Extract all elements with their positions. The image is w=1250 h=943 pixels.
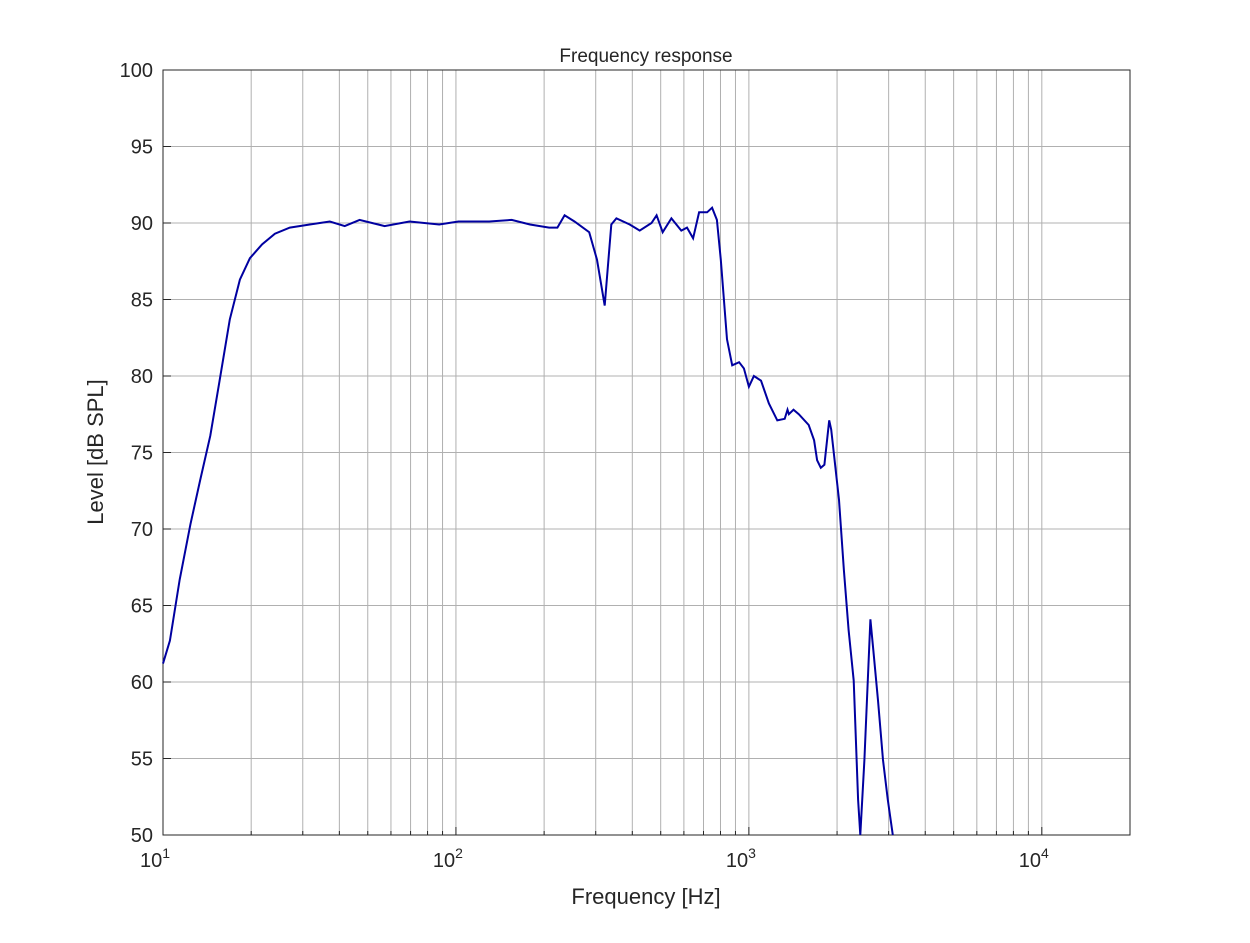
- x-tick-label: 102: [433, 845, 463, 872]
- ticks: 50 55 60 65 70 75 80 85 90 95 100 101 102 103 104: [120, 60, 1049, 872]
- y-tick-label: 80: [131, 366, 153, 388]
- y-axis-label: Level [dB SPL]: [83, 379, 108, 525]
- x-tick-label: 101: [140, 845, 170, 872]
- y-tick-label: 100: [120, 60, 153, 82]
- chart-title: Frequency response: [559, 46, 732, 67]
- y-tick-label: 75: [131, 443, 153, 465]
- y-tick-label: 60: [131, 672, 153, 694]
- y-tick-label: 95: [131, 137, 153, 159]
- x-tick-label: 104: [1019, 845, 1049, 872]
- x-axis-label: Frequency [Hz]: [571, 884, 720, 909]
- y-tick-label: 90: [131, 213, 153, 235]
- y-tick-label: 55: [131, 749, 153, 771]
- series-line: [162, 205, 894, 836]
- y-tick-label: 85: [131, 290, 153, 312]
- grid: [163, 70, 1130, 835]
- y-tick-label: 65: [131, 596, 153, 618]
- y-tick-label: 70: [131, 519, 153, 541]
- x-tick-label: 103: [726, 845, 756, 872]
- y-tick-label: 50: [131, 825, 153, 847]
